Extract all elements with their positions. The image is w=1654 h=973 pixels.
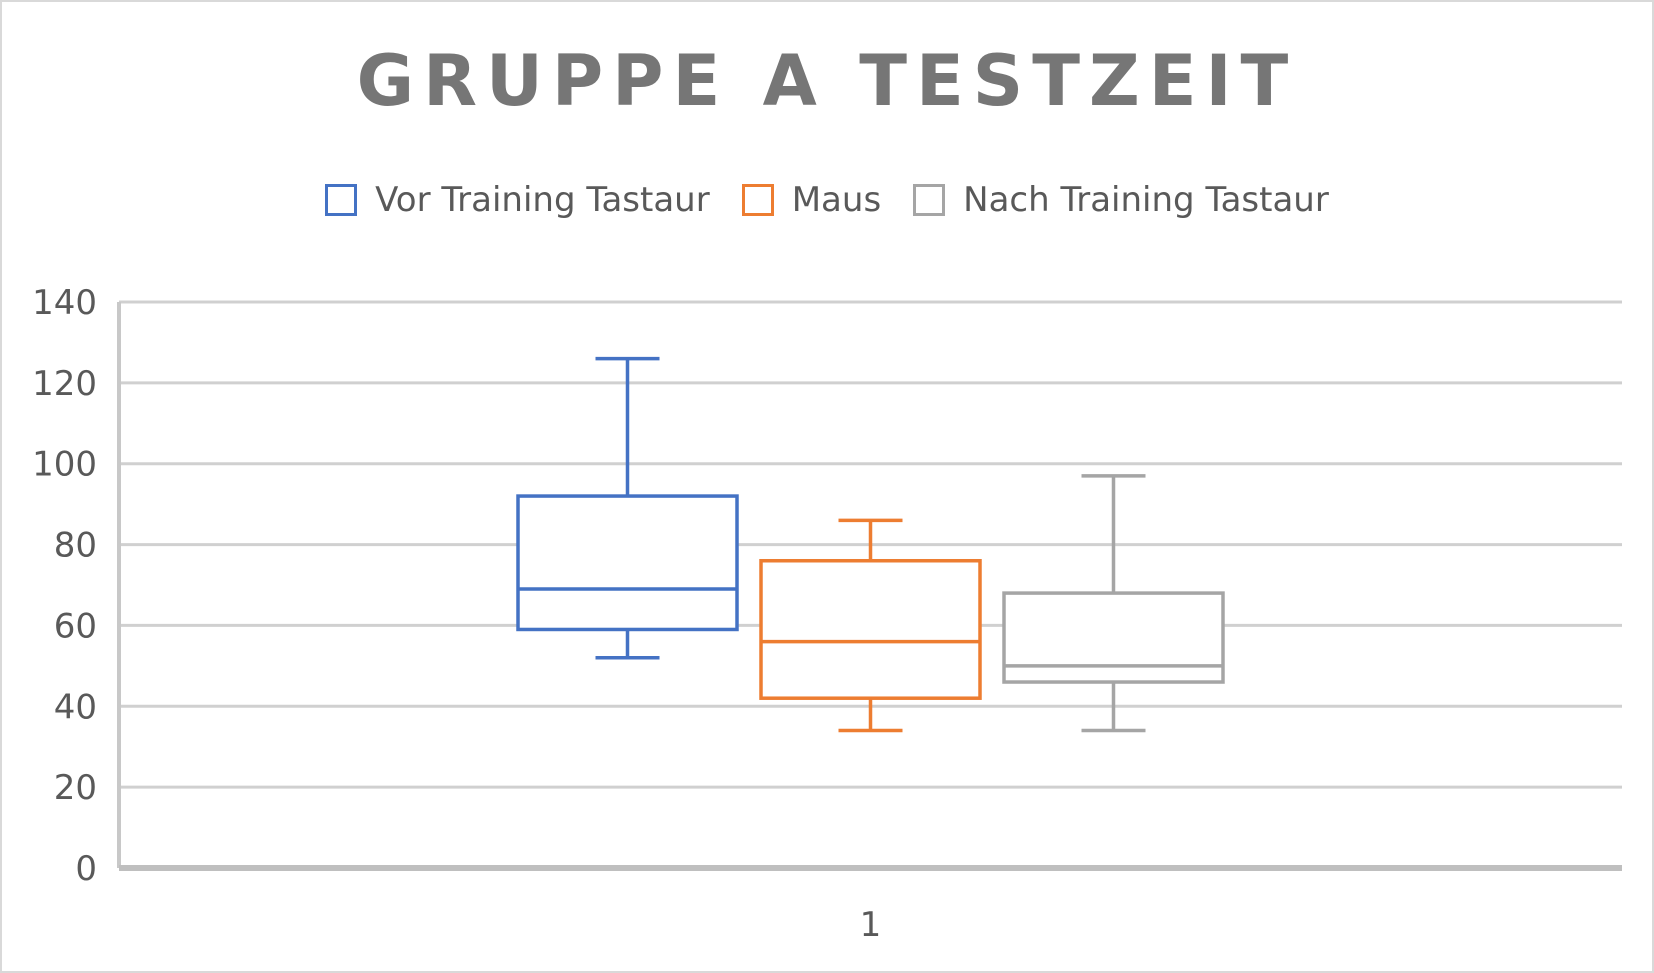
legend-label-vor-training: Vor Training Tastaur [375, 180, 710, 220]
box-nach-training-tastaur [1002, 591, 1225, 684]
legend-swatch-maus [741, 184, 774, 216]
legend-swatch-vor-training [325, 184, 358, 216]
y-tick-label-20: 20 [54, 768, 97, 808]
y-tick-label-40: 40 [54, 687, 97, 727]
legend-entry-maus: Maus [741, 180, 882, 220]
y-tick-label-120: 120 [32, 364, 97, 404]
y-tick-label-60: 60 [54, 606, 97, 646]
chart-title: GRUPPE A TESTZEIT [356, 40, 1298, 122]
legend-swatch-nach-training [913, 184, 946, 216]
y-tick-label-100: 100 [32, 445, 97, 485]
legend: Vor Training Tastaur Maus Nach Training … [2, 180, 1652, 220]
legend-label-nach-training: Nach Training Tastaur [963, 180, 1329, 220]
box-vor-training-tastaur [516, 494, 739, 632]
legend-entry-vor-training: Vor Training Tastaur [325, 180, 710, 220]
y-tick-label-0: 0 [75, 849, 97, 889]
legend-label-maus: Maus [791, 180, 882, 220]
y-tick-label-80: 80 [54, 526, 97, 566]
y-tick-label-140: 140 [32, 283, 97, 323]
legend-entry-nach-training: Nach Training Tastaur [913, 180, 1329, 220]
box-maus [759, 558, 982, 700]
x-tick-label-1: 1 [860, 905, 882, 945]
